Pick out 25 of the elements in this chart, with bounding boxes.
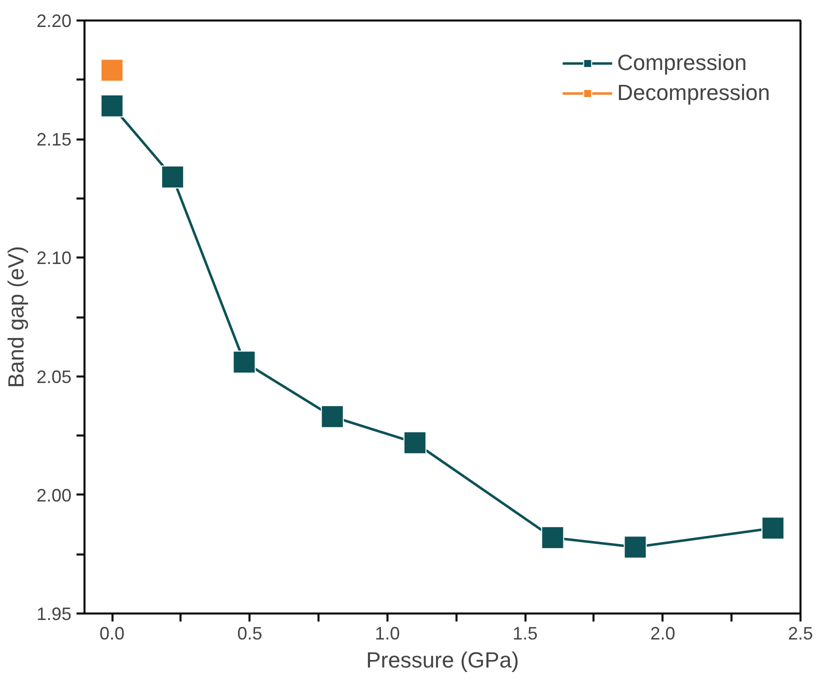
x-tick-label: 1.5 [512,624,538,644]
legend-label: Decompression [617,80,770,106]
y-tick-label: 2.00 [36,485,72,506]
x-tick-label: 0.5 [237,624,262,644]
point [161,166,184,189]
point [761,516,784,540]
x-tick-label: 1.0 [374,624,400,644]
point [100,58,124,82]
y-tick-label: 2.05 [36,366,72,387]
x-axis-title: Pressure (GPa) [366,648,519,672]
y-tick-label: 1.95 [36,604,72,624]
x-tick-label: 2.5 [788,624,814,644]
point [403,431,426,454]
x-tick-label: 2.0 [650,624,676,644]
point [624,536,647,559]
y-tick-label: 2.10 [36,248,72,268]
point [232,350,256,374]
legend-label: Compression [617,50,747,76]
y-tick-label: 2.20 [36,11,72,31]
x-tick-label: 0.0 [100,624,125,644]
point [320,405,344,428]
point [100,94,124,118]
y-axis-title: Band gap (eV) [3,246,28,388]
y-tick-label: 2.15 [36,130,72,150]
point [541,526,564,550]
